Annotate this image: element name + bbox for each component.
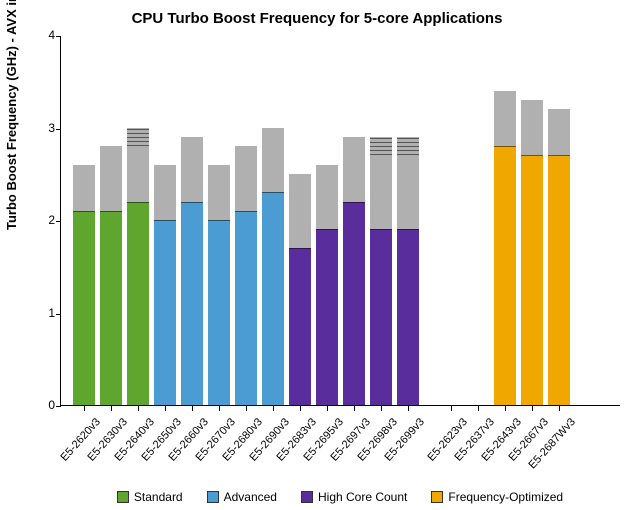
y-tick-mark (56, 221, 61, 222)
bar-overlay-segment (370, 155, 392, 229)
bar-base-segment (397, 229, 419, 405)
y-tick-label: 1 (25, 306, 55, 320)
legend-swatch (301, 491, 313, 503)
bar (494, 91, 516, 406)
bar (521, 100, 543, 405)
bar-overlay-segment (316, 165, 338, 230)
y-tick-label: 0 (25, 398, 55, 412)
bar (370, 155, 392, 405)
legend-swatch (431, 491, 443, 503)
x-tick-mark (165, 406, 166, 411)
legend-item: Advanced (207, 490, 277, 504)
x-tick-mark (505, 406, 506, 411)
bar-overlay-segment (127, 146, 149, 202)
legend-label: Frequency-Optimized (448, 490, 563, 504)
bar-overlay-segment (73, 165, 95, 211)
bar-overlay-segment (289, 174, 311, 248)
bar (397, 155, 419, 405)
bar (181, 137, 203, 405)
bar (100, 146, 122, 405)
y-tick-label: 2 (25, 213, 55, 227)
x-tick-mark (408, 406, 409, 411)
bar-overlay-segment (235, 146, 257, 211)
y-tick-mark (56, 314, 61, 315)
x-tick-mark (246, 406, 247, 411)
bar-overlay-segment (397, 155, 419, 229)
bar-base-segment (370, 229, 392, 405)
x-tick-mark (300, 406, 301, 411)
bar-hatch-segment (370, 137, 392, 156)
bar-overlay-segment (100, 146, 122, 211)
legend-label: High Core Count (318, 490, 407, 504)
x-tick-mark (219, 406, 220, 411)
x-tick-mark (532, 406, 533, 411)
chart-container: CPU Turbo Boost Frequency for 5-core App… (0, 0, 634, 510)
legend-item: High Core Count (301, 490, 407, 504)
bar (343, 137, 365, 405)
y-tick-mark (56, 406, 61, 407)
bar-base-segment (127, 202, 149, 406)
bar-base-segment (289, 248, 311, 405)
x-tick-mark (354, 406, 355, 411)
bar (73, 165, 95, 406)
y-tick-mark (56, 129, 61, 130)
legend-item: Frequency-Optimized (431, 490, 563, 504)
y-axis-label: Turbo Boost Frequency (GHz) - AVX instru… (4, 0, 19, 230)
bar-base-segment (521, 155, 543, 405)
legend-swatch (207, 491, 219, 503)
bar-overlay-segment (548, 109, 570, 155)
x-tick-mark (138, 406, 139, 411)
x-tick-mark (327, 406, 328, 411)
x-tick-mark (84, 406, 85, 411)
x-tick-mark (111, 406, 112, 411)
legend-label: Standard (134, 490, 183, 504)
y-tick-label: 3 (25, 121, 55, 135)
bar (127, 146, 149, 405)
x-tick-mark (451, 406, 452, 411)
bar-overlay-segment (521, 100, 543, 156)
x-tick-mark (559, 406, 560, 411)
x-tick-mark (192, 406, 193, 411)
bar-base-segment (343, 202, 365, 406)
bar (208, 165, 230, 406)
legend-swatch (117, 491, 129, 503)
bar (316, 165, 338, 406)
bar-base-segment (548, 155, 570, 405)
bar (235, 146, 257, 405)
x-tick-mark (381, 406, 382, 411)
bar-overlay-segment (181, 137, 203, 202)
legend: Standard Advanced High Core Count Frequency… (60, 490, 620, 504)
bar-base-segment (262, 192, 284, 405)
legend-label: Advanced (224, 490, 277, 504)
x-tick-mark (478, 406, 479, 411)
bar-base-segment (73, 211, 95, 405)
bar-hatch-segment (127, 128, 149, 147)
bar (262, 128, 284, 406)
bar-base-segment (208, 220, 230, 405)
bar-overlay-segment (494, 91, 516, 147)
bar-base-segment (235, 211, 257, 405)
legend-item: Standard (117, 490, 183, 504)
bar-base-segment (181, 202, 203, 406)
bar-base-segment (100, 211, 122, 405)
bar-hatch-segment (397, 137, 419, 156)
plot-area: 01234E5-2620v3E5-2630v3E5-2640v3E5-2650v… (60, 36, 620, 406)
bar (289, 174, 311, 405)
y-tick-label: 4 (25, 28, 55, 42)
bar (154, 165, 176, 406)
bar-base-segment (154, 220, 176, 405)
bar-overlay-segment (154, 165, 176, 221)
bar-base-segment (494, 146, 516, 405)
y-tick-mark (56, 36, 61, 37)
bar-overlay-segment (262, 128, 284, 193)
x-tick-mark (273, 406, 274, 411)
bar (548, 109, 570, 405)
bar-base-segment (316, 229, 338, 405)
bar-overlay-segment (208, 165, 230, 221)
chart-title: CPU Turbo Boost Frequency for 5-core App… (0, 10, 634, 27)
bar-overlay-segment (343, 137, 365, 202)
